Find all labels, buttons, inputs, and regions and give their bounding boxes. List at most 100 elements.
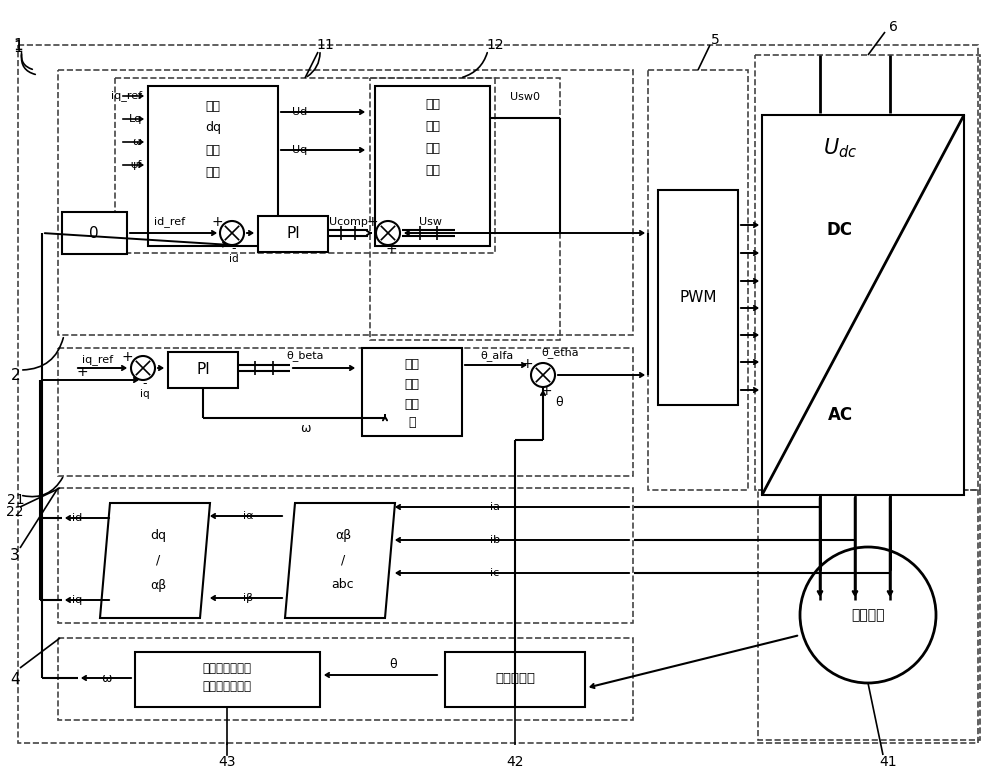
Text: ω: ω: [300, 422, 310, 435]
Text: dq: dq: [150, 529, 166, 542]
Text: 夹角: 夹角: [404, 359, 420, 371]
Text: -: -: [143, 377, 147, 391]
Text: 前馈: 前馈: [206, 143, 220, 157]
Text: 计算: 计算: [404, 378, 420, 391]
Text: 牵引电机: 牵引电机: [851, 608, 885, 622]
Text: θ_beta: θ_beta: [286, 350, 324, 361]
Text: /: /: [156, 553, 160, 567]
Bar: [115, 78, 495, 253]
Text: 电压: 电压: [206, 166, 220, 178]
Text: ω: ω: [102, 671, 112, 684]
Text: Ud: Ud: [292, 107, 307, 117]
Bar: [62, 212, 127, 254]
Text: id_ref: id_ref: [154, 216, 186, 227]
Text: 2: 2: [11, 367, 21, 383]
Text: 22: 22: [6, 505, 24, 519]
Text: PI: PI: [286, 226, 300, 242]
Text: 电压: 电压: [426, 143, 440, 156]
Text: dq: dq: [205, 122, 221, 135]
Text: 计算: 计算: [426, 98, 440, 112]
Bar: [258, 216, 328, 252]
Bar: [370, 78, 560, 340]
Text: 4: 4: [10, 673, 20, 687]
Bar: [135, 652, 320, 707]
Text: 5: 5: [711, 33, 719, 47]
Text: 元: 元: [408, 415, 416, 429]
Bar: [375, 86, 490, 246]
Bar: [755, 55, 980, 490]
Bar: [168, 352, 238, 388]
Polygon shape: [285, 503, 395, 618]
Text: 3: 3: [10, 547, 20, 563]
Text: iq: iq: [140, 389, 150, 399]
Text: ic: ic: [490, 568, 500, 578]
Text: θ: θ: [555, 397, 563, 409]
Text: +: +: [121, 350, 133, 364]
Text: 子单: 子单: [404, 398, 420, 412]
Text: 42: 42: [506, 755, 524, 769]
Text: αβ: αβ: [335, 529, 351, 542]
Text: 微分运算计算电: 微分运算计算电: [202, 662, 252, 674]
Bar: [648, 70, 748, 490]
Text: 11: 11: [316, 38, 334, 52]
Text: 1: 1: [13, 37, 23, 53]
Bar: [58, 348, 633, 476]
Text: ib: ib: [490, 535, 500, 545]
Bar: [445, 652, 585, 707]
Bar: [762, 115, 964, 495]
Text: +: +: [540, 384, 552, 398]
Text: ia: ia: [490, 502, 500, 512]
Text: DC: DC: [827, 221, 853, 239]
Text: -: -: [232, 243, 236, 256]
Bar: [58, 488, 633, 623]
Text: iβ: iβ: [243, 593, 253, 603]
Text: $U_{dc}$: $U_{dc}$: [823, 136, 857, 160]
Text: iq_ref: iq_ref: [82, 354, 113, 366]
Text: Uq: Uq: [292, 145, 307, 155]
Text: ψf: ψf: [131, 160, 142, 170]
Text: Ucomp: Ucomp: [329, 217, 367, 227]
Bar: [58, 638, 633, 720]
Text: 21: 21: [7, 493, 25, 507]
Text: 6: 6: [889, 20, 897, 34]
Text: αβ: αβ: [150, 578, 166, 591]
Text: ω: ω: [133, 137, 142, 147]
Bar: [148, 86, 278, 246]
Text: 机实际电角速度: 机实际电角速度: [202, 680, 252, 693]
Text: iα: iα: [243, 511, 253, 521]
Bar: [362, 348, 462, 436]
Bar: [658, 190, 738, 405]
Text: 幅值: 幅值: [426, 164, 440, 177]
Text: 前馈: 前馈: [426, 120, 440, 133]
Text: Lq: Lq: [129, 114, 142, 124]
Polygon shape: [100, 503, 210, 618]
Text: θ_etha: θ_etha: [541, 347, 579, 359]
Text: AC: AC: [827, 406, 853, 424]
Text: 43: 43: [218, 755, 236, 769]
Text: Usw: Usw: [418, 217, 442, 227]
Text: iq: iq: [72, 595, 82, 605]
Text: +: +: [366, 215, 378, 229]
Text: PWM: PWM: [679, 290, 717, 305]
Text: 计算: 计算: [206, 101, 220, 113]
Text: /: /: [341, 553, 345, 567]
Text: 12: 12: [486, 38, 504, 52]
Text: 41: 41: [879, 755, 897, 769]
Text: +: +: [385, 242, 397, 256]
Text: abc: abc: [332, 578, 354, 591]
Text: id: id: [229, 254, 239, 264]
Text: 1: 1: [13, 40, 23, 54]
Bar: [758, 490, 980, 740]
Text: θ_alfa: θ_alfa: [480, 350, 513, 361]
Text: +: +: [521, 357, 533, 371]
Text: iq_ref: iq_ref: [111, 91, 142, 102]
Text: 位置传感器: 位置传感器: [495, 673, 535, 686]
Text: Usw0: Usw0: [510, 92, 540, 102]
Text: θ: θ: [389, 659, 397, 671]
Text: PI: PI: [196, 363, 210, 377]
Text: 0: 0: [89, 226, 99, 240]
Text: id: id: [72, 513, 82, 523]
Bar: [58, 70, 633, 335]
Text: +: +: [76, 365, 88, 379]
Text: +: +: [211, 215, 223, 229]
